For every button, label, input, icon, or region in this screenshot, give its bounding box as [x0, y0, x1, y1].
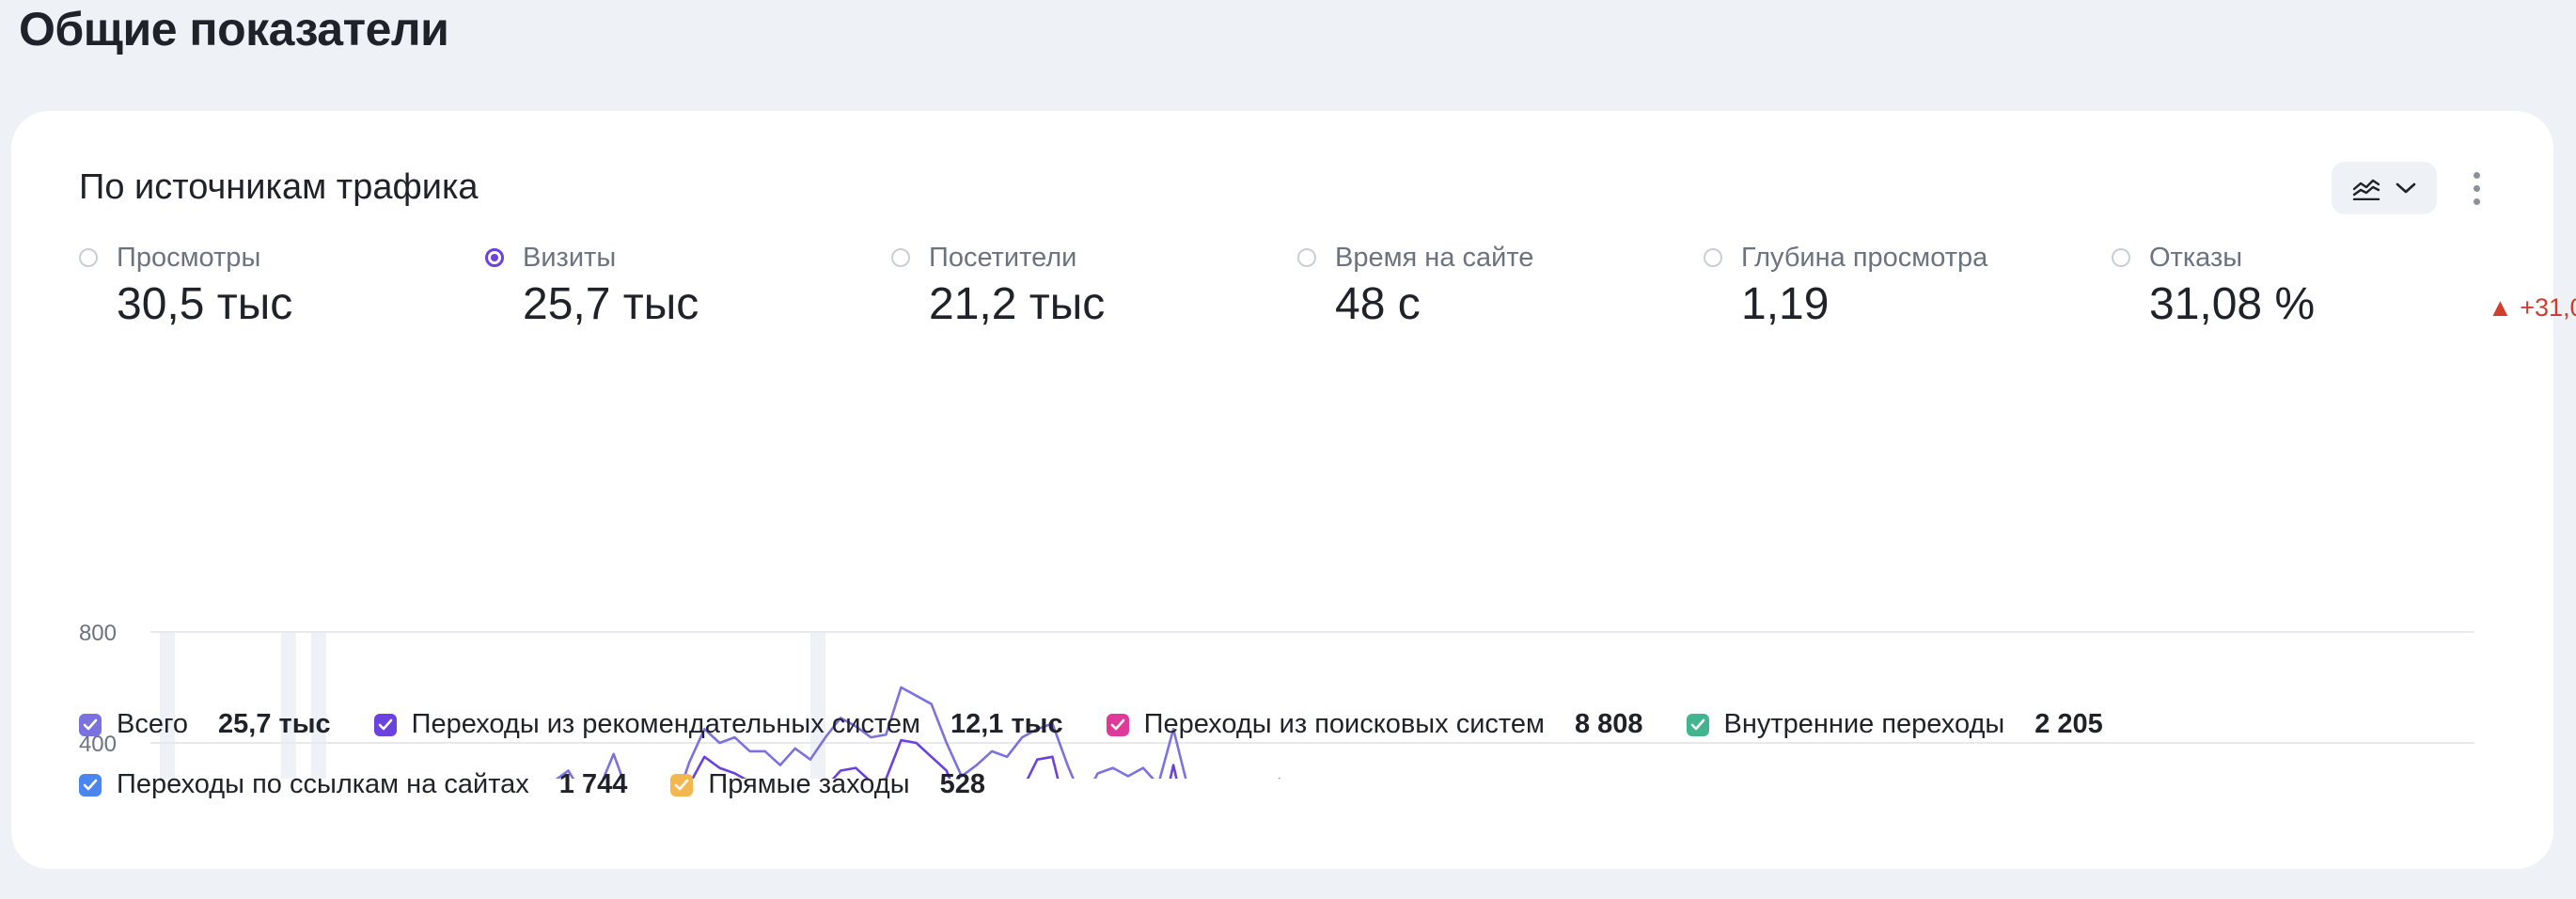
metric-value: 48 с: [1335, 279, 1421, 329]
checkbox-checked-icon[interactable]: [373, 713, 397, 736]
weekend-band: [280, 632, 296, 779]
legend-name: Внутренние переходы: [1723, 709, 2005, 739]
metric-value: 21,2 тыс: [929, 279, 1106, 329]
metric-radio[interactable]: [2112, 248, 2130, 267]
metric-label: Отказы: [2149, 243, 2243, 273]
legend-row: Всего 25,7 тыс Переходы из рекомендательны…: [79, 709, 2146, 740]
legend-item[interactable]: Переходы из поисковых систем 8 808: [1106, 709, 1643, 740]
metric-radio-selected[interactable]: [485, 248, 504, 267]
metric-value: 1,19: [1741, 279, 1830, 329]
metric-value: 25,7 тыс: [523, 279, 699, 329]
page-title: Общие показатели: [19, 3, 449, 55]
series-line: [555, 686, 1281, 779]
legend-value: 8 808: [1574, 709, 1643, 739]
metric-label: Время на сайте: [1335, 243, 1534, 273]
legend-value: 1 744: [558, 769, 628, 799]
series-line: [691, 738, 1178, 779]
more-vertical-icon[interactable]: [2465, 164, 2488, 213]
traffic-sources-card: По источникам трафика Просмотры 30,5 тыс…: [11, 111, 2576, 869]
metric-label: Глубина просмотра: [1741, 243, 1988, 273]
metric-radio[interactable]: [79, 248, 98, 267]
checkbox-checked-icon[interactable]: [79, 713, 102, 736]
checkbox-checked-icon[interactable]: [79, 773, 102, 796]
metric-radio[interactable]: [1704, 248, 1722, 267]
chart-type-dropdown[interactable]: [2332, 162, 2437, 214]
metric-label: Посетители: [929, 243, 1077, 273]
checkbox-checked-icon[interactable]: [1106, 713, 1129, 736]
legend-value: 2 205: [2034, 709, 2103, 739]
legend-value: 528: [939, 769, 985, 799]
legend-row: Переходы по ссылкам на сайтах 1 744 Прямые…: [79, 769, 1029, 800]
legend-value: 25,7 тыс: [218, 709, 331, 739]
metric-label: Просмотры: [117, 243, 261, 273]
checkbox-checked-icon[interactable]: [1686, 713, 1709, 736]
chevron-down-icon: [2395, 181, 2416, 195]
legend-item[interactable]: Прямые заходы 528: [670, 769, 985, 800]
weekend-band: [310, 632, 327, 779]
traffic-line-chart[interactable]: 8004000майиюньиюльавг: [11, 365, 2553, 779]
metric-radio[interactable]: [1297, 248, 1316, 267]
card-title: По источникам трафика: [79, 167, 479, 207]
y-tick-label: 800: [79, 621, 117, 646]
legend-name: Всего: [117, 709, 189, 739]
legend-item[interactable]: Переходы по ссылкам на сайтах 1 744: [79, 769, 627, 800]
legend-name: Переходы по ссылкам на сайтах: [117, 769, 529, 799]
legend-value: 12,1 тыс: [950, 709, 1063, 739]
legend-item[interactable]: Переходы из рекомендательных систем 12,1 …: [373, 709, 1063, 740]
metric-radio[interactable]: [891, 248, 910, 267]
legend-item[interactable]: Внутренние переходы 2 205: [1686, 709, 2103, 740]
legend-name: Переходы из рекомендательных систем: [411, 709, 920, 739]
legend-name: Прямые заходы: [708, 769, 910, 799]
weekend-band: [160, 632, 176, 779]
y-tick-label: 400: [79, 732, 117, 757]
legend-item[interactable]: Всего 25,7 тыс: [79, 709, 331, 740]
line-chart-icon: [2352, 176, 2380, 200]
metric-value: 30,5 тыс: [117, 279, 293, 329]
legend-name: Переходы из поисковых систем: [1143, 709, 1545, 739]
checkbox-checked-icon[interactable]: [670, 773, 694, 796]
metric-delta: ▲ +31,08 %: [2488, 293, 2576, 322]
metric-value: 31,08 %: [2149, 279, 2316, 329]
metric-label: Визиты: [523, 243, 617, 273]
